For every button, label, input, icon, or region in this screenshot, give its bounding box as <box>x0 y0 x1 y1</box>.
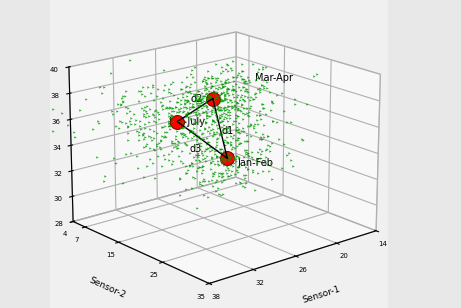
X-axis label: Sensor-1: Sensor-1 <box>301 284 342 305</box>
Y-axis label: Sensor-2: Sensor-2 <box>88 275 127 300</box>
